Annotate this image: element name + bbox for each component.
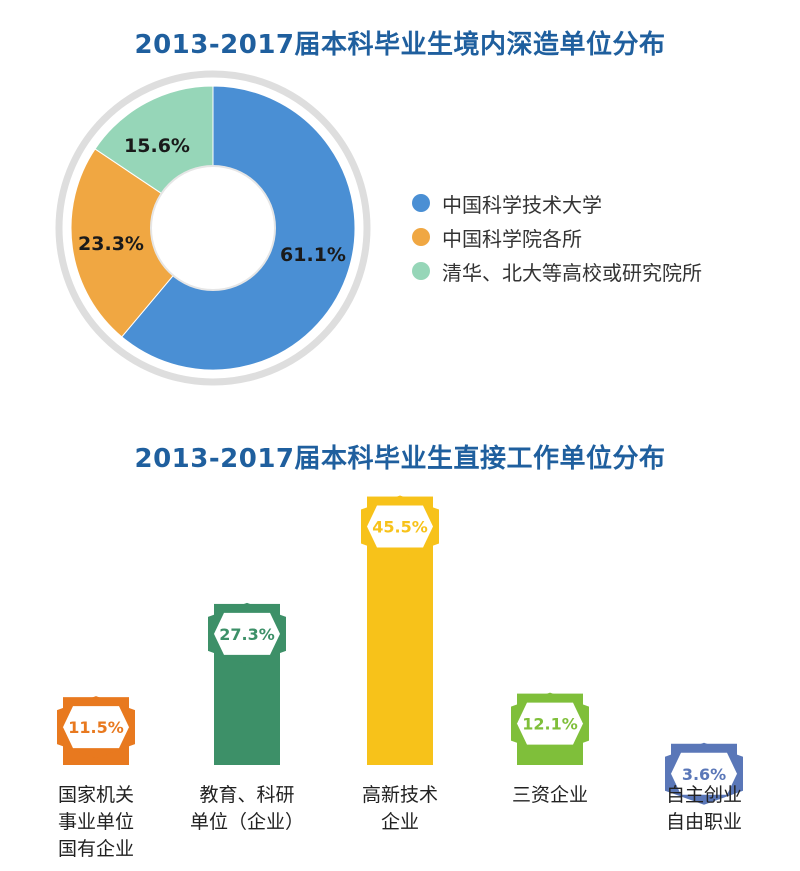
category-label: 国家机关 事业单位 国有企业 bbox=[57, 784, 134, 860]
legend-item: 清华、北大等高校或研究院所 bbox=[412, 254, 702, 288]
value-badge bbox=[517, 702, 583, 745]
donut-hole bbox=[150, 165, 276, 291]
category-label: 三资企业 bbox=[511, 784, 588, 806]
slice-value-label: 61.1% bbox=[280, 244, 346, 266]
legend-item: 中国科学院各所 bbox=[412, 220, 702, 254]
value-badge bbox=[214, 612, 280, 655]
pie-legend: 中国科学技术大学 中国科学院各所 清华、北大等高校或研究院所 bbox=[412, 186, 702, 288]
bar-value-label: 27.3% bbox=[219, 625, 275, 644]
bar-chart-title: 2013-2017届本科毕业生直接工作单位分布 bbox=[134, 444, 666, 474]
legend-item: 中国科学技术大学 bbox=[412, 186, 702, 220]
bar-value-label: 11.5% bbox=[68, 718, 124, 737]
value-badge bbox=[671, 752, 737, 795]
legend-swatch bbox=[412, 262, 430, 280]
legend-label: 中国科学技术大学 bbox=[442, 192, 602, 217]
legend-swatch bbox=[412, 228, 430, 246]
category-label: 自主创业 自由职业 bbox=[665, 784, 742, 833]
bar-value-label: 45.5% bbox=[372, 518, 428, 537]
value-badge bbox=[367, 505, 433, 548]
bar-value-label: 3.6% bbox=[682, 765, 726, 784]
legend-label: 中国科学院各所 bbox=[442, 226, 582, 251]
legend-swatch bbox=[412, 194, 430, 212]
donut-outer-ring bbox=[55, 70, 371, 386]
donut-chart: 61.1% 23.3% 15.6% bbox=[55, 70, 371, 386]
pie-chart-title: 2013-2017届本科毕业生境内深造单位分布 bbox=[134, 30, 666, 60]
category-label: 教育、科研 单位（企业） bbox=[189, 784, 304, 833]
legend-label: 清华、北大等高校或研究院所 bbox=[442, 260, 702, 285]
slice-value-label: 15.6% bbox=[124, 135, 190, 157]
category-label: 高新技术 企业 bbox=[361, 784, 438, 833]
value-badge bbox=[63, 706, 129, 749]
slice-value-label: 23.3% bbox=[78, 233, 144, 255]
bar-value-label: 12.1% bbox=[522, 715, 578, 734]
